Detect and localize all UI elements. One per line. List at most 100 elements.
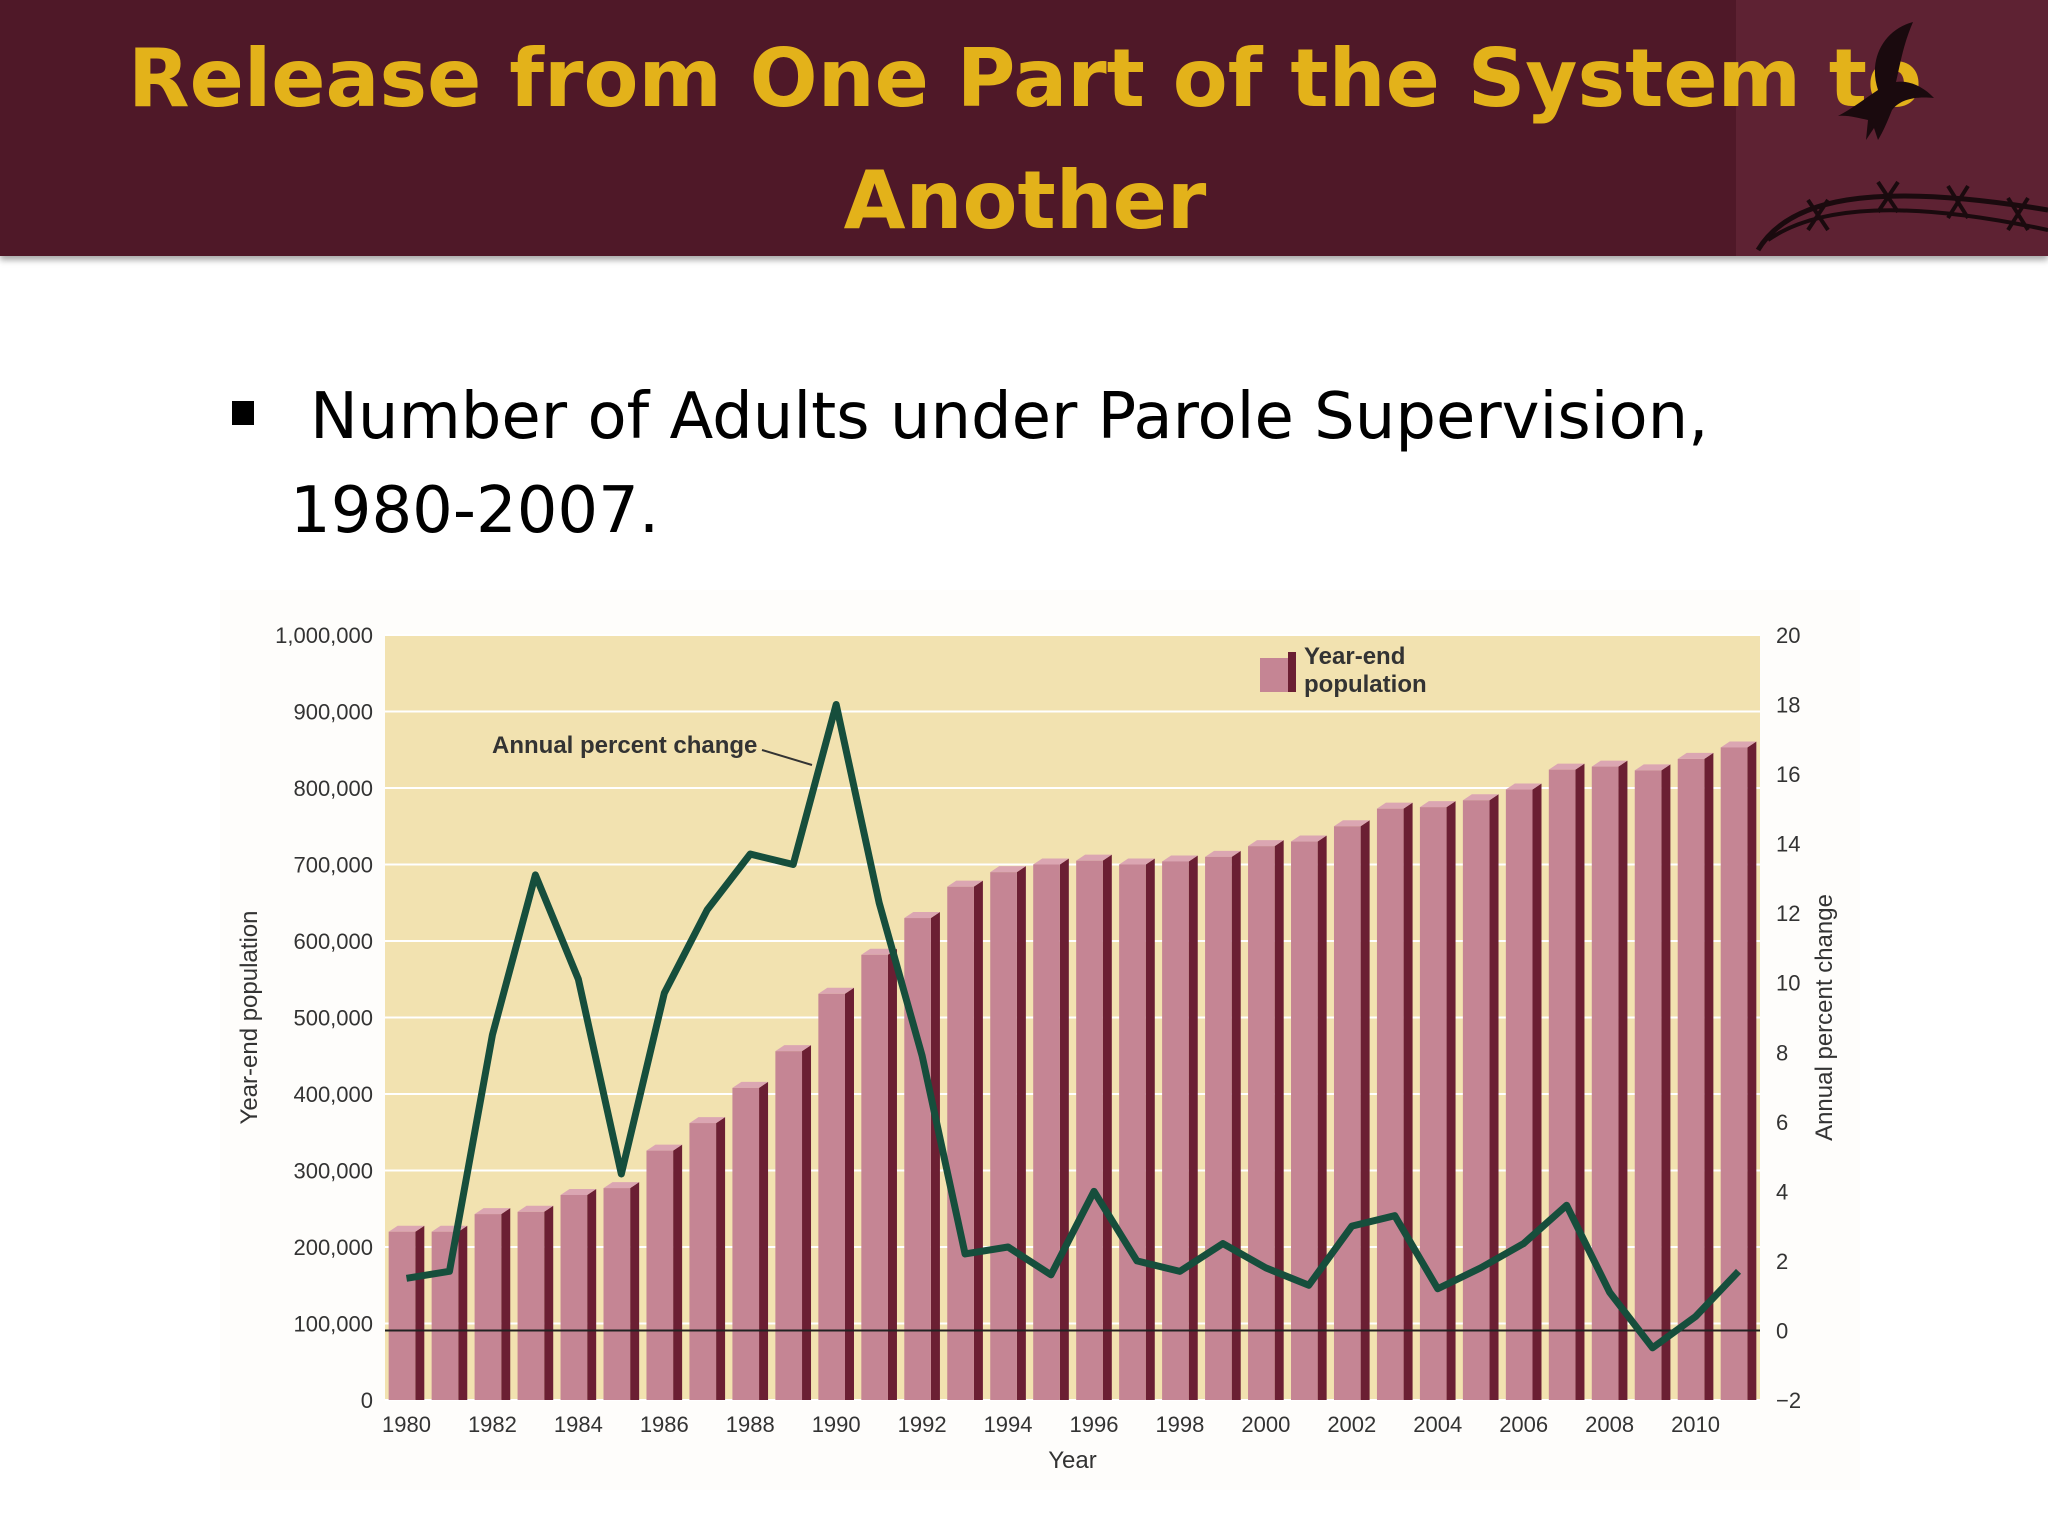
- bar-side: [1016, 866, 1026, 1400]
- bar: [1248, 846, 1275, 1400]
- y-tick-label: 700,000: [293, 853, 373, 878]
- bar-side: [1188, 855, 1198, 1400]
- bar-top: [1205, 850, 1241, 857]
- bar: [646, 1150, 674, 1400]
- bar-side: [1145, 858, 1155, 1400]
- y2-tick-label: 0: [1776, 1318, 1788, 1343]
- x-tick-label: 1982: [468, 1412, 517, 1437]
- bar-side: [1102, 854, 1112, 1400]
- slide-title: Release from One Part of the System to A…: [128, 32, 1922, 247]
- bar: [1677, 758, 1705, 1400]
- bar: [947, 886, 974, 1400]
- parole-chart: 0 100,000 200,000 300,000 400,000 500,000 600,…: [236, 623, 1838, 1474]
- bar-top: [1677, 752, 1714, 759]
- bar: [1462, 800, 1490, 1400]
- bar-side: [1618, 760, 1628, 1400]
- y2-tick-label: 4: [1776, 1179, 1788, 1204]
- bar: [560, 1194, 588, 1400]
- x-tick-label: 2000: [1241, 1412, 1290, 1437]
- y-tick-label: 100,000: [293, 1312, 373, 1337]
- y2-tick-label: 12: [1776, 901, 1800, 926]
- x-tick-label: 1994: [984, 1412, 1033, 1437]
- x-tick-label: 1984: [554, 1412, 603, 1437]
- bar-side: [1317, 835, 1327, 1400]
- y2-tick-label: 16: [1776, 762, 1800, 787]
- y-tick-label: 600,000: [293, 929, 373, 954]
- x-tick-label: 1998: [1155, 1412, 1204, 1437]
- bar-side: [1532, 783, 1542, 1400]
- y-axis-label: Year-end population: [236, 911, 263, 1125]
- bar: [1376, 808, 1404, 1400]
- y-tick-label: 900,000: [293, 700, 373, 725]
- x-tick-label: 1988: [726, 1412, 775, 1437]
- bar-top: [1548, 763, 1585, 770]
- bar-top: [474, 1208, 511, 1215]
- bar: [1505, 789, 1533, 1400]
- y2-tick-label: 20: [1776, 623, 1800, 648]
- x-tick-label: 2002: [1327, 1412, 1376, 1437]
- bar-top: [1076, 854, 1112, 861]
- barbed-wire-icon: [1755, 180, 2048, 252]
- bar-side: [1747, 741, 1757, 1400]
- percent-change-line: [405, 701, 1742, 1352]
- bar-side: [1231, 850, 1241, 1400]
- y-tick-label: 500,000: [293, 1006, 373, 1031]
- legend-label-line-1: Year-end: [1304, 643, 1405, 670]
- bird-icon: [1838, 22, 1934, 140]
- bar-top: [1505, 783, 1542, 790]
- bar: [1634, 770, 1662, 1400]
- y2-tick-label: 10: [1776, 971, 1800, 996]
- chart-legend: Year-end population: [1260, 643, 1427, 698]
- y2-tick-label: 18: [1776, 693, 1800, 718]
- x-tick-label: 2004: [1413, 1412, 1462, 1437]
- bar-top: [388, 1225, 425, 1232]
- bar: [1720, 747, 1748, 1400]
- bar: [1033, 864, 1060, 1400]
- bar-side: [587, 1188, 597, 1400]
- bar-top: [1376, 802, 1413, 809]
- bar-top: [1419, 801, 1456, 808]
- bar-side: [1661, 764, 1671, 1400]
- x-tick-label: 2010: [1671, 1412, 1720, 1437]
- slide-header: Release from One Part of the System to A…: [0, 0, 2048, 256]
- bar-side: [1489, 794, 1499, 1400]
- bar-side: [716, 1117, 726, 1400]
- bar: [1119, 864, 1146, 1400]
- bar-top: [646, 1144, 683, 1151]
- annotation-leader: [761, 749, 813, 766]
- bar: [1419, 807, 1447, 1400]
- x-tick-label: 1996: [1070, 1412, 1119, 1437]
- x-tick-label: 1986: [640, 1412, 689, 1437]
- bar-side: [844, 987, 854, 1400]
- bar: [732, 1087, 760, 1400]
- y-tick-label: 800,000: [293, 776, 373, 801]
- y2-tick-label: −2: [1776, 1388, 1801, 1413]
- y-tick-label: 300,000: [293, 1159, 373, 1184]
- bar-top: [517, 1205, 554, 1212]
- bar-top: [1462, 794, 1499, 801]
- slide-subtitle: Number of Adults under Parole Supervisio…: [290, 380, 1709, 548]
- bar-side: [1059, 858, 1069, 1400]
- bar: [904, 918, 931, 1400]
- x-axis-label: Year: [1048, 1447, 1097, 1474]
- bar-side: [759, 1081, 769, 1400]
- x-tick-label: 2008: [1585, 1412, 1634, 1437]
- x-tick-label: 2006: [1499, 1412, 1548, 1437]
- bar-top: [1033, 858, 1069, 865]
- y2-axis-label: Annual percent change: [1811, 894, 1838, 1141]
- bar: [775, 1051, 803, 1400]
- bar: [1291, 841, 1318, 1400]
- y2-tick-label: 14: [1776, 832, 1800, 857]
- bar-side: [1704, 752, 1714, 1400]
- bar: [1333, 826, 1361, 1400]
- bar-top: [1591, 760, 1628, 767]
- bar: [1548, 769, 1576, 1400]
- legend-swatch: [1260, 658, 1288, 692]
- bar: [603, 1188, 631, 1400]
- bar-side: [458, 1225, 468, 1400]
- bar-top: [603, 1182, 640, 1189]
- bar-side: [501, 1208, 511, 1400]
- bar-top: [732, 1081, 769, 1088]
- bar-side: [973, 880, 983, 1400]
- x-tick-label: 1980: [382, 1412, 431, 1437]
